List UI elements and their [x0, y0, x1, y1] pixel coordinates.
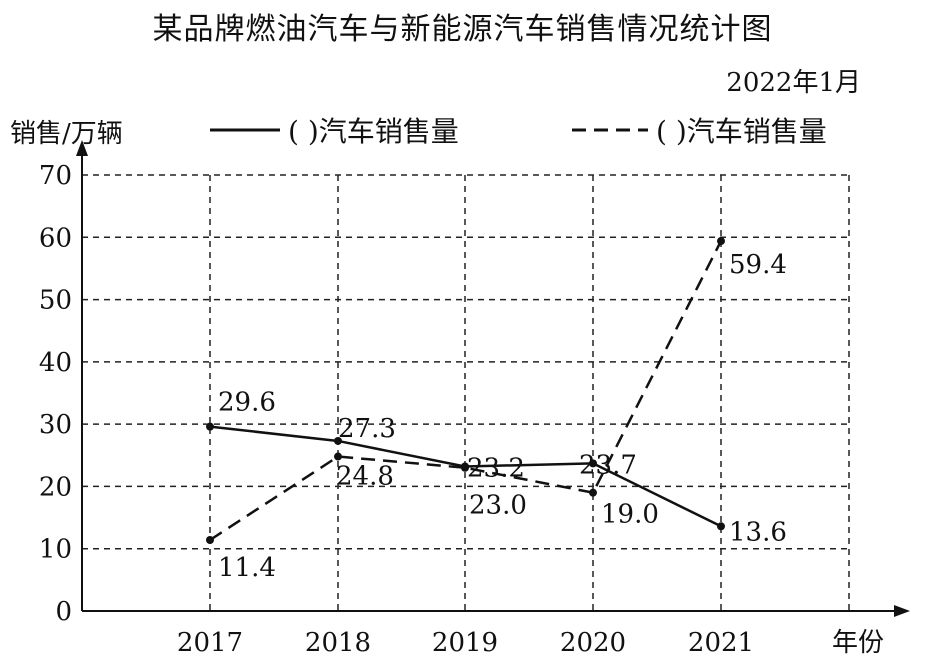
legend-item-solid: ( )汽车销售量 [210, 110, 459, 150]
y-tick-label: 70 [39, 161, 72, 191]
data-label: 59.4 [729, 250, 787, 280]
x-tick-label: 2021 [688, 628, 754, 658]
y-tick-label: 30 [39, 410, 72, 440]
data-label: 23.2 [467, 453, 525, 483]
y-axis-label: 销售/万辆 [10, 119, 123, 149]
data-label: 24.8 [336, 462, 394, 492]
data-label: 27.3 [338, 414, 396, 444]
data-label: 11.4 [218, 553, 276, 583]
data-label: 23.7 [579, 450, 637, 480]
legend-dashed-line-icon [572, 128, 648, 132]
legend-item-dashed: ( )汽车销售量 [572, 110, 827, 150]
data-point [206, 422, 214, 431]
data-point [334, 452, 342, 461]
data-point [717, 522, 725, 531]
y-tick-label: 0 [55, 597, 72, 627]
legend-solid-line-icon [210, 128, 280, 132]
legend-dashed-label: ( )汽车销售量 [656, 115, 827, 148]
x-tick-label: 2017 [177, 628, 243, 658]
data-point [717, 237, 725, 246]
data-point [589, 459, 597, 468]
data-label: 29.6 [218, 388, 276, 418]
data-label: 23.0 [469, 491, 527, 521]
data-point [589, 488, 597, 497]
x-tick-label: 2018 [305, 628, 371, 658]
date-note: 2022年1月 [726, 68, 861, 98]
series-dashed-line [209, 240, 723, 542]
chart-title: 某品牌燃油汽车与新能源汽车销售情况统计图 [152, 12, 773, 47]
y-axis-arrow [76, 140, 88, 156]
x-axis-arrow [894, 605, 910, 617]
data-label: 19.0 [601, 500, 659, 530]
y-tick-label: 60 [39, 223, 72, 253]
y-tick-label: 40 [39, 348, 72, 378]
y-tick-label: 20 [39, 472, 72, 502]
x-tick-label: 2019 [432, 628, 498, 658]
data-point [206, 535, 214, 544]
x-tick-label: 2020 [560, 628, 626, 658]
y-tick-label: 10 [39, 535, 72, 565]
legend-solid-label: ( )汽车销售量 [288, 115, 459, 148]
x-axis-label: 年份 [832, 628, 884, 658]
data-label: 13.6 [729, 517, 787, 547]
y-tick-label: 50 [39, 286, 72, 316]
data-point [461, 463, 469, 472]
data-point [334, 436, 342, 445]
